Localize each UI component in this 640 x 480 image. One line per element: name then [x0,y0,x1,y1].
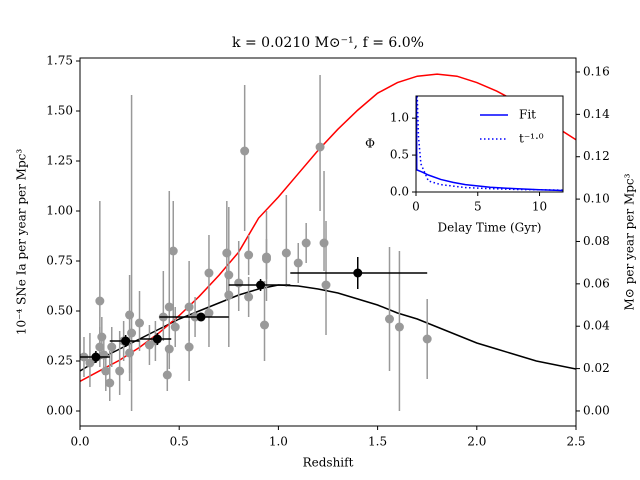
y-tick-label: 0.50 [46,304,73,318]
data-point [99,350,109,360]
data-point [385,314,395,324]
bin-point [121,336,131,346]
legend-label: Fit [519,108,536,122]
data-point [244,292,254,302]
bin-point [91,352,101,362]
data-point [204,308,214,318]
y-tick-label: 0.25 [46,354,73,368]
y-tick-label: 1.75 [46,54,73,68]
data-point [222,248,232,258]
y-tick-label: 0.5 [390,148,409,162]
bin-point [256,280,266,290]
x-tick-label: 10 [532,200,547,214]
data-point [168,246,178,256]
data-point [95,342,105,352]
axes-frame [415,95,564,193]
data-point [95,296,105,306]
data-point [164,344,174,354]
data-point [101,366,111,376]
x-tick-label: 1.5 [368,435,387,449]
data-point [162,370,172,380]
y2-axis-label: M⊙ per year per Mpc³ [623,173,637,310]
legend-label: t⁻¹·⁰ [519,132,544,146]
y-tick-label: 1.25 [46,154,73,168]
data-point [234,278,244,288]
y2-tick-label: 0.00 [583,403,610,417]
data-point [170,322,180,332]
y2-tick-label: 0.08 [583,234,610,248]
data-point [107,342,117,352]
plot-area [416,96,563,192]
x-tick-label: 0 [412,200,420,214]
x-tick-label: 2.5 [566,435,585,449]
chart-title: k = 0.0210 M⊙⁻¹, f = 6.0% [232,35,424,51]
data-point [204,268,214,278]
x-tick-label: 0.0 [70,435,89,449]
data-point [422,334,432,344]
y-tick-label: 0.75 [46,254,73,268]
data-point [293,258,303,268]
axes-frame [79,57,577,427]
data-point [97,332,107,342]
line-series [416,96,563,192]
data-point [125,310,135,320]
data-point [135,318,145,328]
data-point [224,290,234,300]
x-tick-label: 5 [474,200,482,214]
x-tick-label: 1.0 [269,435,288,449]
x-tick-label: 0.5 [170,435,189,449]
x-axis-label: Redshift [303,456,354,470]
data-point [261,254,271,264]
bin-point [152,334,162,344]
data-point [164,302,174,312]
x-axis-label: Delay Time (Gyr) [438,221,542,235]
y2-tick-label: 0.04 [583,319,610,333]
data-point [125,348,135,358]
y-tick-label: 1.50 [46,104,73,118]
y2-tick-label: 0.10 [583,192,610,206]
bin-point [353,268,363,278]
data-point [115,366,125,376]
y-tick-label: 1.00 [46,204,73,218]
y-axis-label: 10⁻⁴ SNe Ia per year per Mpc³ [15,149,29,336]
data-point [184,302,194,312]
y-tick-label: 1.0 [390,111,409,125]
data-point [184,342,194,352]
data-point [127,328,137,338]
y2-tick-label: 0.06 [583,276,610,290]
data-point [240,146,250,156]
data-point [319,238,329,248]
data-point [315,142,325,152]
plot-clip [80,73,576,411]
data-point [394,322,404,332]
data-point [244,250,254,260]
data-point [224,270,234,280]
y2-tick-label: 0.02 [583,361,610,375]
y-tick-label: 0.00 [46,404,73,418]
y2-tick-label: 0.12 [583,149,610,163]
data-point [301,238,311,248]
y-tick-label: 0.0 [390,185,409,199]
data-point [321,280,331,290]
x-tick-label: 2.0 [467,435,486,449]
y2-tick-label: 0.16 [583,64,610,78]
plot-clip [416,96,563,192]
data-point [260,320,270,330]
bin-point [196,312,206,322]
y-axis-label: Φ [365,137,375,151]
y2-tick-label: 0.14 [583,107,610,121]
data-point [281,248,291,258]
data-point [85,358,95,368]
data-point [105,378,115,388]
